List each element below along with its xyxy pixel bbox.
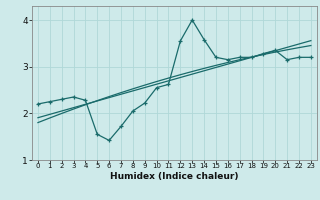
- X-axis label: Humidex (Indice chaleur): Humidex (Indice chaleur): [110, 172, 239, 181]
